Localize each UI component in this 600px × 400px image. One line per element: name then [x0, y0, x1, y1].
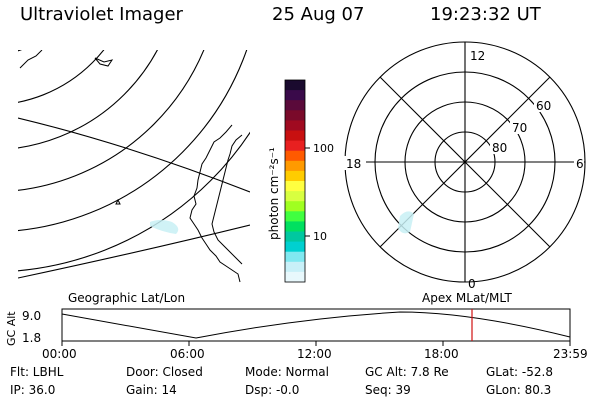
timeline-plot: 9.0 1.8 GC Alt 00:00 06:00 12:00 18:00 2… — [5, 308, 588, 361]
time-label: 19:23:32 UT — [430, 4, 541, 25]
apex-map-label: Apex MLat/MLT — [422, 291, 512, 305]
map-coastline — [115, 198, 121, 205]
info-seq: Seq: 39 — [365, 383, 411, 397]
colorbar-ticks — [305, 147, 310, 237]
colorbar-cell — [285, 80, 305, 91]
info-mode: Mode: Normal — [245, 365, 329, 379]
timeline-ylabel: GC Alt — [5, 311, 18, 346]
colorbar-cell — [285, 150, 305, 162]
geographic-map-label: Geographic Lat/Lon — [68, 291, 185, 305]
map-meridian — [18, 117, 250, 193]
colorbar-cell — [285, 221, 305, 232]
colorbar-cell — [285, 100, 305, 111]
altitude-curve — [61, 311, 571, 339]
timeline-frame — [61, 308, 571, 342]
clock-label-0: 0 — [468, 277, 476, 291]
colorbar-cell — [285, 110, 305, 121]
aurora-patch — [398, 211, 414, 234]
info-gc-alt: GC Alt: 7.8 Re — [365, 365, 449, 379]
geographic-map — [18, 50, 250, 283]
colorbar-cell — [285, 170, 305, 182]
map-latitude-circle — [18, 131, 250, 272]
colorbar — [285, 80, 305, 283]
map-latitude-circle — [18, 50, 23, 52]
timeline-ytick: 1.8 — [22, 331, 41, 345]
clock-label-6: 6 — [576, 157, 584, 171]
colorbar-cell — [285, 211, 305, 222]
colorbar-tick-label: 100 — [313, 142, 334, 155]
map-coastline — [94, 57, 114, 67]
colorbar-cell — [285, 201, 305, 212]
map-latitude-circle — [18, 50, 205, 191]
colorbar-cell — [285, 160, 305, 172]
info-gain: Gain: 14 — [126, 383, 177, 397]
timeline-xtick: 23:59 — [553, 347, 588, 361]
colorbar-cell — [285, 241, 305, 253]
info-panel: Flt: LBHL Door: Closed Mode: Normal GC A… — [10, 365, 553, 397]
info-door: Door: Closed — [126, 365, 203, 379]
timeline-ytick: 9.0 — [22, 309, 41, 323]
colorbar-cell — [285, 231, 305, 243]
lat-label-60: 60 — [536, 99, 551, 113]
timeline-xtick: 00:00 — [42, 347, 77, 361]
map-coastline — [211, 134, 243, 265]
colorbar-cell — [285, 271, 305, 283]
info-glat: GLat: -52.8 — [486, 365, 553, 379]
map-coastline — [19, 50, 43, 69]
timeline-xtick: 06:00 — [170, 347, 205, 361]
colorbar-cell — [285, 120, 305, 131]
timeline-xtick: 12:00 — [297, 347, 332, 361]
colorbar-cell — [285, 130, 305, 142]
colorbar-cell — [285, 90, 305, 101]
clock-label-12: 12 — [470, 49, 485, 63]
colorbar-cell — [285, 251, 305, 263]
colorbar-tick-label: 10 — [313, 230, 327, 243]
aurora-patch — [150, 220, 179, 234]
info-glon: GLon: 80.3 — [486, 383, 551, 397]
clock-label-18: 18 — [346, 157, 361, 171]
colorbar-unit-label: photon cm⁻²s⁻¹ — [267, 147, 281, 240]
map-coastline — [189, 124, 241, 283]
map-latitude-circle — [18, 50, 158, 149]
map-latitude-circle — [18, 50, 105, 103]
colorbar-cell — [285, 181, 305, 192]
map-latitude-circle — [18, 50, 248, 232]
polar-plot — [344, 41, 586, 283]
timeline-xtick: 18:00 — [424, 347, 459, 361]
colorbar-cell — [285, 191, 305, 202]
map-meridian — [18, 224, 250, 279]
page-title: Ultraviolet Imager — [20, 4, 183, 25]
info-dsp: Dsp: -0.0 — [245, 383, 299, 397]
colorbar-frame — [284, 79, 306, 283]
info-ip: IP: 36.0 — [10, 383, 55, 397]
colorbar-cell — [285, 261, 305, 273]
info-filter: Flt: LBHL — [10, 365, 64, 379]
colorbar-cell — [285, 140, 305, 152]
lat-label-80: 80 — [492, 141, 507, 155]
polar-labels: 12 18 6 0 60 70 80 — [344, 48, 584, 291]
lat-label-70: 70 — [512, 121, 527, 135]
date-label: 25 Aug 07 — [272, 4, 365, 25]
